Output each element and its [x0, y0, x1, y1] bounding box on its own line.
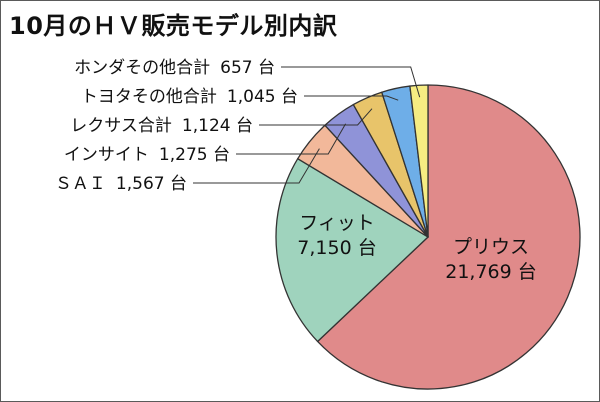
callout-value: 1,275 台: [159, 145, 230, 165]
slice-name-label: フィット: [299, 212, 375, 234]
leader-line: [236, 123, 347, 155]
slice-callout-label: インサイト 1,275 台: [64, 145, 230, 165]
callout-name: ホンダその他合計: [74, 58, 210, 78]
slice-callout-label: トヨタその他合計 1,045 台: [81, 87, 298, 107]
slice-callout-label: レクサス合計 1,124 台: [70, 116, 253, 136]
slice-value-label: 21,769 台: [445, 261, 537, 283]
pie-slice-fit: [275, 158, 429, 343]
callout-value: 1,045 台: [227, 87, 298, 107]
pie-slice-prius: [316, 84, 581, 390]
chart-title: 10月のＨＶ販売モデル別内訳: [9, 12, 338, 40]
callout-name: インサイト: [64, 145, 149, 165]
slice-value-label: 7,150 台: [297, 237, 376, 259]
callout-value: 1,124 台: [182, 116, 253, 136]
slice-callout-label: ホンダその他合計 657 台: [74, 58, 275, 78]
callout-name: トヨタその他合計: [81, 87, 217, 107]
callout-name: ＳＡＩ: [55, 174, 106, 194]
slice-name-label: プリウス: [453, 236, 529, 258]
leader-line: [281, 66, 421, 98]
callout-value: 1,567 台: [116, 174, 187, 194]
callout-name: レクサス合計: [70, 116, 172, 136]
slice-callout-label: ＳＡＩ 1,567 台: [55, 174, 187, 194]
leader-line: [193, 148, 320, 184]
leader-line: [259, 108, 373, 126]
pie-slice-honda-other-total: [409, 84, 429, 238]
leader-line: [304, 95, 399, 101]
callout-value: 657 台: [220, 58, 275, 78]
